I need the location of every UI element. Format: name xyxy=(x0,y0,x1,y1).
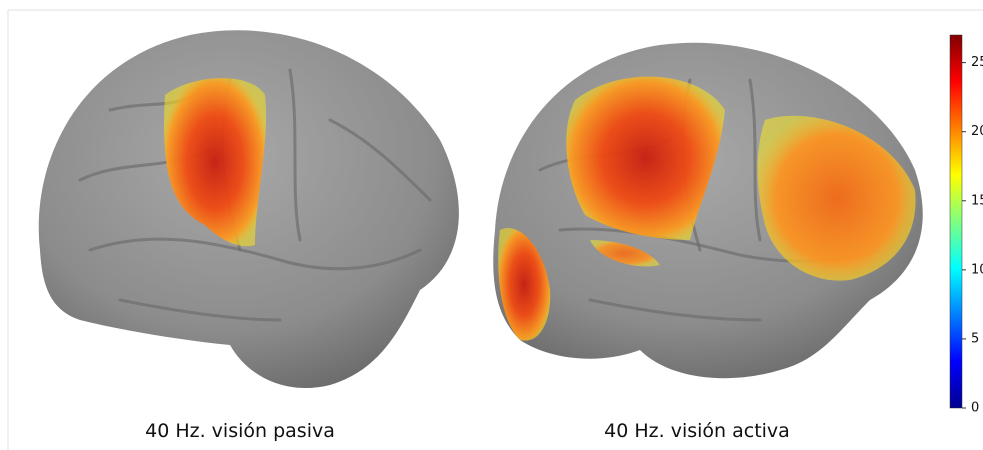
tick-label: 10 xyxy=(971,262,983,277)
tick-label: 5 xyxy=(971,331,979,346)
tick-label: 20 xyxy=(971,124,983,139)
tick-label: 15 xyxy=(971,193,983,208)
colorbar-ticks: 0 5 10 15 20 25 xyxy=(962,55,983,416)
caption: 40 Hz. visión pasiva xyxy=(145,420,335,442)
brain-active xyxy=(493,42,923,379)
caption: 40 Hz. visión activa xyxy=(604,420,790,442)
brain-passive xyxy=(38,30,459,389)
tick-label: 25 xyxy=(971,55,983,70)
colorbar xyxy=(949,34,963,409)
tick-label: 0 xyxy=(971,401,979,416)
